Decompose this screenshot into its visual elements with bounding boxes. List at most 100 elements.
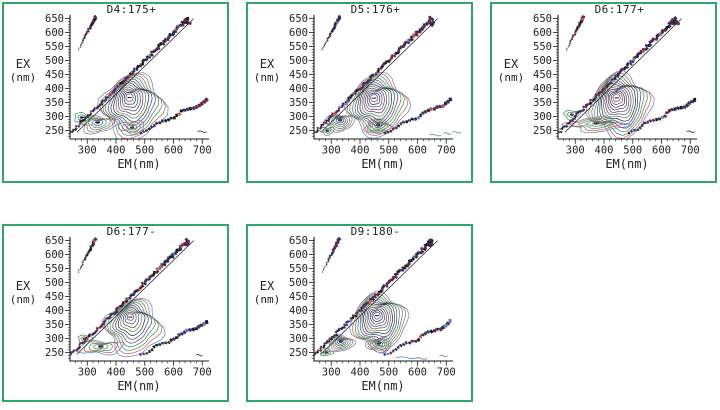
svg-text:650: 650	[289, 13, 308, 25]
axes	[313, 15, 453, 140]
tick-marks	[65, 240, 203, 366]
eem-panel-d6-177-plus: D6:177+ 250 300 350 400 450 500 550 600 650 300 40…	[490, 2, 717, 183]
tick-labels: 250 300 350 400 450 500 550 600 650 300 400 500 600 7…	[289, 13, 456, 156]
svg-text:350: 350	[45, 319, 64, 331]
contour-rings	[319, 71, 412, 139]
svg-text:(nm): (nm)	[10, 293, 37, 306]
svg-text:250: 250	[533, 125, 552, 137]
svg-text:(nm): (nm)	[254, 71, 281, 84]
svg-text:350: 350	[533, 97, 552, 109]
svg-text:450: 450	[45, 69, 64, 81]
panel-title: D9:180-	[350, 225, 401, 238]
svg-text:550: 550	[45, 263, 64, 275]
tick-marks	[553, 18, 691, 144]
tick-marks	[309, 240, 447, 366]
eem-plot: 250 300 350 400 450 500 550 600 650 300 400 500 600 7…	[10, 13, 212, 171]
svg-text:500: 500	[289, 277, 308, 289]
svg-text:400: 400	[45, 83, 64, 95]
svg-text:250: 250	[45, 347, 64, 359]
svg-text:600: 600	[533, 27, 552, 39]
svg-text:250: 250	[289, 347, 308, 359]
axis-titles: EM(nm) EX(nm)	[10, 279, 161, 393]
svg-text:650: 650	[45, 235, 64, 247]
tick-marks	[65, 18, 203, 144]
svg-text:300: 300	[45, 111, 64, 123]
svg-text:450: 450	[45, 291, 64, 303]
svg-text:300: 300	[45, 333, 64, 345]
svg-text:350: 350	[289, 319, 308, 331]
eem-panel-d6-177-minus: D6:177- 250 300 350 400 450 500 550 600 650 300 40…	[2, 224, 229, 402]
svg-text:EM(nm): EM(nm)	[117, 157, 160, 171]
svg-text:600: 600	[164, 367, 183, 379]
svg-text:600: 600	[45, 27, 64, 39]
svg-text:650: 650	[45, 13, 64, 25]
svg-text:EM(nm): EM(nm)	[361, 379, 404, 393]
contour-rings	[77, 298, 166, 358]
svg-text:500: 500	[45, 55, 64, 67]
svg-text:EX: EX	[504, 57, 519, 71]
svg-text:550: 550	[289, 41, 308, 53]
svg-text:(nm): (nm)	[254, 293, 281, 306]
svg-text:400: 400	[289, 305, 308, 317]
axis-titles: EM(nm) EX(nm)	[498, 57, 649, 171]
axis-titles: EM(nm) EX(nm)	[254, 279, 405, 393]
tick-labels: 250 300 350 400 450 500 550 600 650 300 400 500 600 7…	[533, 13, 700, 156]
svg-text:400: 400	[351, 367, 370, 379]
svg-text:350: 350	[45, 97, 64, 109]
svg-text:500: 500	[379, 367, 398, 379]
axes	[313, 237, 453, 362]
svg-text:250: 250	[45, 125, 64, 137]
axes	[69, 15, 209, 140]
svg-text:EM(nm): EM(nm)	[361, 157, 404, 171]
svg-text:600: 600	[289, 27, 308, 39]
contour-fragments	[686, 130, 696, 133]
panel-title: D5:176+	[350, 3, 401, 16]
axes	[557, 15, 697, 140]
svg-text:300: 300	[566, 145, 585, 157]
axis-titles: EM(nm) EX(nm)	[254, 57, 405, 171]
svg-text:EX: EX	[260, 279, 275, 293]
svg-text:600: 600	[45, 249, 64, 261]
svg-text:400: 400	[595, 145, 614, 157]
svg-text:600: 600	[652, 145, 671, 157]
rayleigh-scatter-lines	[557, 15, 697, 135]
svg-text:550: 550	[45, 41, 64, 53]
svg-text:450: 450	[533, 69, 552, 81]
svg-text:500: 500	[135, 367, 154, 379]
svg-text:400: 400	[351, 145, 370, 157]
svg-text:600: 600	[289, 249, 308, 261]
rayleigh-scatter-lines	[313, 14, 453, 134]
svg-text:EX: EX	[16, 279, 31, 293]
svg-text:450: 450	[289, 69, 308, 81]
svg-text:400: 400	[289, 83, 308, 95]
svg-text:(nm): (nm)	[498, 71, 525, 84]
eem-plot: 250 300 350 400 450 500 550 600 650 300 400 500 600 7…	[254, 13, 462, 171]
svg-text:700: 700	[681, 145, 700, 157]
contour-fragments	[197, 130, 207, 133]
svg-text:650: 650	[289, 235, 308, 247]
tick-marks	[309, 18, 447, 144]
panel-title: D6:177+	[594, 3, 645, 16]
svg-text:700: 700	[437, 367, 456, 379]
svg-text:300: 300	[78, 367, 97, 379]
svg-text:300: 300	[289, 333, 308, 345]
eem-panel-d4-175-plus: D4:175+ 250 300 350 400 450 500 550 600 650 300 40…	[2, 2, 229, 183]
svg-text:550: 550	[289, 263, 308, 275]
svg-text:300: 300	[322, 367, 341, 379]
contour-fragments	[429, 131, 462, 137]
contour-fragments	[196, 353, 203, 357]
eem-plot: 250 300 350 400 450 500 550 600 650 300 400 500 600 7…	[498, 13, 700, 171]
eem-panel-d5-176-plus: D5:176+ 250 300 350 400 450 500 550 600 650 300 40…	[246, 2, 473, 183]
svg-text:700: 700	[437, 145, 456, 157]
tick-labels: 250 300 350 400 450 500 550 600 650 300 400 500 600 7…	[45, 235, 212, 378]
svg-text:500: 500	[533, 55, 552, 67]
svg-text:(nm): (nm)	[10, 71, 37, 84]
eem-plot: 250 300 350 400 450 500 550 600 650 300 400 500 600 7…	[10, 235, 212, 393]
svg-text:650: 650	[533, 13, 552, 25]
svg-text:400: 400	[107, 367, 126, 379]
svg-text:EM(nm): EM(nm)	[605, 157, 648, 171]
svg-text:450: 450	[289, 291, 308, 303]
svg-text:700: 700	[193, 145, 212, 157]
svg-text:400: 400	[45, 305, 64, 317]
eem-plot: 250 300 350 400 450 500 550 600 650 300 400 500 600 7…	[254, 235, 456, 393]
